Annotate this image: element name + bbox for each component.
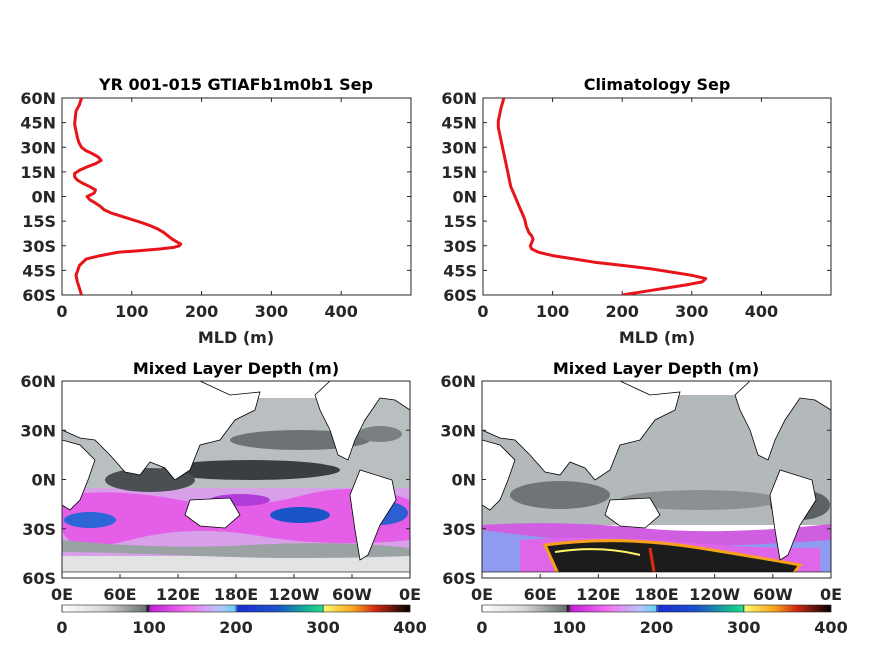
y-tick-label: 45S xyxy=(22,261,56,280)
y-tick-label: 60S xyxy=(443,286,477,305)
y-tick-label: 30N xyxy=(20,421,56,440)
colorbar-tick-label: 100 xyxy=(553,618,586,637)
x-ticks: 0 100 200 300 400 xyxy=(477,98,778,321)
x-tick-label: 300 xyxy=(255,302,288,321)
x-tick-label: 400 xyxy=(324,302,357,321)
y-tick-label: 45S xyxy=(443,261,477,280)
y-tick-label: 60S xyxy=(442,569,476,588)
x-tick-label: 180E xyxy=(634,585,678,604)
x-axis-label: MLD (m) xyxy=(619,328,695,347)
x-ticks: 0 100 200 300 400 xyxy=(56,98,358,321)
x-tick-label: 400 xyxy=(745,302,778,321)
colorbar-tick-label: 300 xyxy=(727,618,760,637)
colorbar-tick-label: 400 xyxy=(393,618,426,637)
plot-frame xyxy=(61,97,412,296)
map-field xyxy=(62,381,410,578)
x-tick-label: 60W xyxy=(753,585,793,604)
y-tick-label: 0N xyxy=(31,471,56,490)
y-tick-label: 30S xyxy=(442,520,476,539)
colorbar-tick-label: 300 xyxy=(306,618,339,637)
y-tick-label: 15N xyxy=(20,163,56,182)
y-ticks: 60N 30N 0N 30S 60S xyxy=(20,372,410,588)
x-tick-label: 120E xyxy=(156,585,200,604)
x-tick-label: 120W xyxy=(268,585,319,604)
y-tick-label: 60N xyxy=(20,89,56,108)
x-tick-label: 0E xyxy=(471,585,493,604)
mld-profile-line xyxy=(73,98,183,295)
x-tick-label: 200 xyxy=(605,302,638,321)
x-ticks: 0E 60E 120E 180E 120W 60W 0E xyxy=(51,574,421,604)
x-tick-label: 100 xyxy=(536,302,569,321)
y-tick-label: 45N xyxy=(20,114,56,133)
x-tick-label: 0 xyxy=(56,302,67,321)
y-tick-label: 30S xyxy=(443,237,477,256)
y-tick-label: 30S xyxy=(22,237,56,256)
y-tick-label: 60S xyxy=(22,286,56,305)
colorbar-tick-label: 100 xyxy=(132,618,165,637)
x-tick-label: 0E xyxy=(820,585,842,604)
mld-profile-line xyxy=(496,98,708,295)
colorbar-tick-label: 200 xyxy=(640,618,673,637)
y-tick-label: 60N xyxy=(20,372,56,391)
y-tick-label: 30N xyxy=(441,138,477,157)
x-tick-label: 0E xyxy=(399,585,421,604)
chart-title: Climatology Sep xyxy=(584,75,731,94)
y-tick-label: 45N xyxy=(441,114,477,133)
y-tick-label: 0N xyxy=(452,188,477,207)
x-tick-label: 180E xyxy=(214,585,258,604)
colorbar-ticks: 0 100 200 300 400 xyxy=(476,605,848,637)
colorbar-tick-label: 200 xyxy=(219,618,252,637)
map-field xyxy=(482,381,831,578)
y-tick-label: 30N xyxy=(440,421,476,440)
x-tick-label: 100 xyxy=(115,302,148,321)
x-tick-label: 0E xyxy=(51,585,73,604)
colorbar-tick-label: 0 xyxy=(56,618,67,637)
y-tick-label: 15S xyxy=(22,212,56,231)
x-tick-label: 120E xyxy=(576,585,620,604)
y-ticks: 60N 45N 30N 15N 0N 15S 30S 45S 60S xyxy=(441,89,831,305)
y-tick-label: 60S xyxy=(22,569,56,588)
y-tick-label: 15S xyxy=(443,212,477,231)
y-tick-label: 0N xyxy=(451,471,476,490)
x-tick-label: 0 xyxy=(477,302,488,321)
mld-map-model: Mixed Layer Depth (m) xyxy=(20,359,426,637)
y-tick-label: 60N xyxy=(441,89,477,108)
y-tick-label: 30S xyxy=(22,520,56,539)
x-tick-label: 60E xyxy=(103,585,136,604)
profile-chart-model: YR 001-015 GTIAFb1m0b1 Sep 60N45N30N15N0… xyxy=(20,75,412,347)
map-title: Mixed Layer Depth (m) xyxy=(133,359,339,378)
y-tick-label: 60N xyxy=(440,372,476,391)
x-tick-label: 120W xyxy=(689,585,740,604)
y-tick-label: 30N xyxy=(20,138,56,157)
colorbar-ticks: 0 100 200 300 400 xyxy=(56,605,427,637)
y-ticks: 60N 45N 30N 15N 0N 15S 30S 45S 60S xyxy=(20,89,411,305)
x-tick-label: 60E xyxy=(524,585,557,604)
x-tick-label: 300 xyxy=(675,302,708,321)
x-tick-label: 200 xyxy=(185,302,218,321)
map-title: Mixed Layer Depth (m) xyxy=(553,359,759,378)
x-tick-label: 60W xyxy=(332,585,372,604)
y-tick-label: 15N xyxy=(441,163,477,182)
y-tick-label: 0N xyxy=(31,188,56,207)
profile-chart-climatology: Climatology Sep 60N45N30N15N0N15S30S45S6… xyxy=(441,75,832,347)
chart-title: YR 001-015 GTIAFb1m0b1 Sep xyxy=(98,75,373,94)
colorbar-tick-label: 0 xyxy=(476,618,487,637)
x-ticks: 0E 60E 120E 180E 120W 60W 0E xyxy=(471,574,842,604)
colorbar-tick-label: 400 xyxy=(814,618,847,637)
y-ticks: 60N 30N 0N 30S 60S xyxy=(440,372,831,588)
x-axis-label: MLD (m) xyxy=(198,328,274,347)
plot-frame xyxy=(482,97,832,296)
